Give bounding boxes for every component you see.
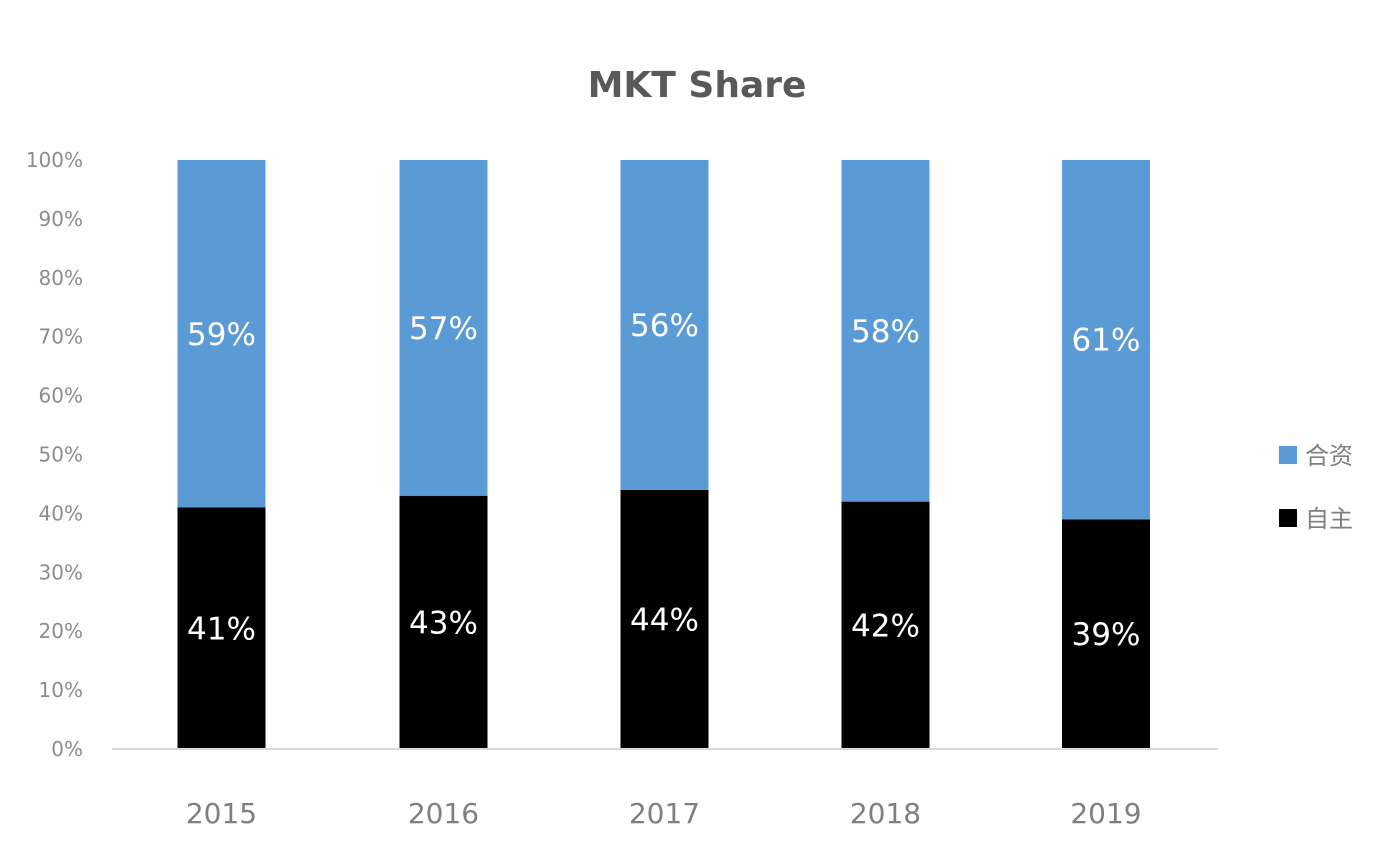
bar-segment-zizhu-2015 [177,507,266,749]
data-label: 58% [851,314,920,350]
bar-segment-hezi-2015 [177,160,266,508]
y-tick-label: 20% [39,619,83,643]
y-tick-label: 70% [39,325,83,349]
y-tick-label: 50% [39,443,83,467]
data-label: 42% [851,608,920,644]
y-tick-label: 80% [39,266,83,290]
data-label: 39% [1072,617,1141,653]
y-axis-ticks: 0% 10% 20% 30% 40% 50% 60% 70% 80% 90% 100% [26,148,83,761]
legend-label: 自主 [1305,505,1353,533]
data-label: 41% [187,611,256,647]
y-tick-label: 60% [39,384,83,408]
bars-group: 41% 59% 43% 57% 44% 56% 42% 58% 39% 61% [177,160,1150,749]
data-label: 44% [630,602,699,638]
bar-segment-zizhu-2018 [841,501,930,749]
data-label: 59% [187,317,256,353]
data-label: 61% [1072,323,1141,359]
y-tick-label: 10% [39,678,83,702]
data-label: 57% [409,311,478,347]
data-label: 43% [409,605,478,641]
legend-swatch [1279,509,1297,527]
y-tick-label: 100% [26,148,83,172]
y-tick-label: 90% [39,207,83,231]
x-tick-label: 2015 [186,797,257,830]
x-axis-ticks: 2015 2016 2017 2018 2019 [186,797,1142,830]
bar-segment-hezi-2017 [620,160,709,490]
x-tick-label: 2017 [629,797,700,830]
bar-segment-hezi-2016 [399,160,488,496]
bar-segment-hezi-2018 [841,160,930,502]
bar-segment-zizhu-2016 [399,495,488,749]
x-tick-label: 2019 [1070,797,1141,830]
y-tick-label: 0% [51,737,83,761]
chart-title: MKT Share [588,65,807,106]
y-tick-label: 40% [39,501,83,525]
bar-segment-zizhu-2019 [1062,519,1150,749]
legend-swatch [1279,446,1297,464]
y-tick-label: 30% [39,560,83,584]
bar-segment-zizhu-2017 [620,489,709,749]
x-tick-label: 2018 [850,797,921,830]
x-tick-label: 2016 [408,797,479,830]
bar-segment-hezi-2019 [1062,160,1150,520]
data-label: 56% [630,308,699,344]
legend-label: 合资 [1305,442,1353,470]
